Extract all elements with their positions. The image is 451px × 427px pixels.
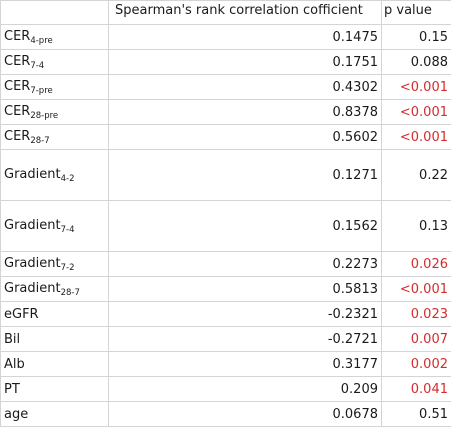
variable-name: CER <box>4 29 30 44</box>
p-value-cell: 0.22 <box>382 150 451 201</box>
rho-cell: 0.209 <box>109 377 382 402</box>
rho-cell: 0.8378 <box>109 100 382 125</box>
variable-name: eGFR <box>4 307 39 322</box>
p-value-cell: <0.001 <box>382 277 451 302</box>
p-value-cell: <0.001 <box>382 125 451 150</box>
p-value-cell: 0.002 <box>382 352 451 377</box>
variable-name: Gradient <box>4 167 61 182</box>
rho-cell: 0.3177 <box>109 352 382 377</box>
p-value-cell: <0.001 <box>382 75 451 100</box>
variable-cell: Alb <box>1 352 109 377</box>
variable-subscript: 28-7 <box>61 288 80 298</box>
header-row: Spearman's rank correlation cofficient p… <box>1 1 451 25</box>
rho-cell: 0.1271 <box>109 150 382 201</box>
variable-cell: Gradient28-7 <box>1 277 109 302</box>
variable-cell: CER7-pre <box>1 75 109 100</box>
variable-name: age <box>4 407 28 422</box>
header-p-cell: p value <box>382 1 451 25</box>
variable-subscript: 7-2 <box>61 263 75 273</box>
variable-cell: Bil <box>1 327 109 352</box>
variable-subscript: 28-pre <box>30 111 58 121</box>
variable-cell: Gradient7-4 <box>1 201 109 252</box>
variable-subscript: 4-pre <box>30 36 52 46</box>
header-rho-cell: Spearman's rank correlation cofficient <box>109 1 382 25</box>
variable-name: Bil <box>4 332 20 347</box>
variable-subscript: 7-pre <box>30 86 52 96</box>
rho-cell: 0.1562 <box>109 201 382 252</box>
rho-cell: -0.2721 <box>109 327 382 352</box>
p-value-cell: 0.15 <box>382 25 451 50</box>
variable-name: CER <box>4 79 30 94</box>
variable-cell: CER28-pre <box>1 100 109 125</box>
variable-name: PT <box>4 382 20 397</box>
variable-cell: CER7-4 <box>1 50 109 75</box>
variable-cell: Gradient7-2 <box>1 252 109 277</box>
p-value-cell: 0.13 <box>382 201 451 252</box>
rho-cell: 0.2273 <box>109 252 382 277</box>
header-label-cell <box>1 1 109 25</box>
p-value-cell: <0.001 <box>382 100 451 125</box>
rho-cell: 0.5602 <box>109 125 382 150</box>
variable-subscript: 7-4 <box>30 61 44 71</box>
rho-cell: -0.2321 <box>109 302 382 327</box>
variable-name: Gradient <box>4 256 61 271</box>
p-value-cell: 0.026 <box>382 252 451 277</box>
variable-name: CER <box>4 129 30 144</box>
variable-cell: PT <box>1 377 109 402</box>
variable-name: Gradient <box>4 281 61 296</box>
rho-cell: 0.4302 <box>109 75 382 100</box>
p-value-cell: 0.041 <box>382 377 451 402</box>
variable-cell: CER4-pre <box>1 25 109 50</box>
variable-subscript: 28-7 <box>30 136 49 146</box>
p-value-cell: 0.088 <box>382 50 451 75</box>
rho-cell: 0.1751 <box>109 50 382 75</box>
p-value-cell: 0.007 <box>382 327 451 352</box>
variable-name: Gradient <box>4 218 61 233</box>
variable-name: CER <box>4 54 30 69</box>
p-value-cell: 0.023 <box>382 302 451 327</box>
rho-cell: 0.5813 <box>109 277 382 302</box>
variable-name: Alb <box>4 357 25 372</box>
variable-cell: Gradient4-2 <box>1 150 109 201</box>
variable-name: CER <box>4 104 30 119</box>
variable-subscript: 7-4 <box>61 225 75 235</box>
variable-cell: CER28-7 <box>1 125 109 150</box>
variable-subscript: 4-2 <box>61 174 75 184</box>
variable-cell: eGFR <box>1 302 109 327</box>
rho-cell: 0.1475 <box>109 25 382 50</box>
